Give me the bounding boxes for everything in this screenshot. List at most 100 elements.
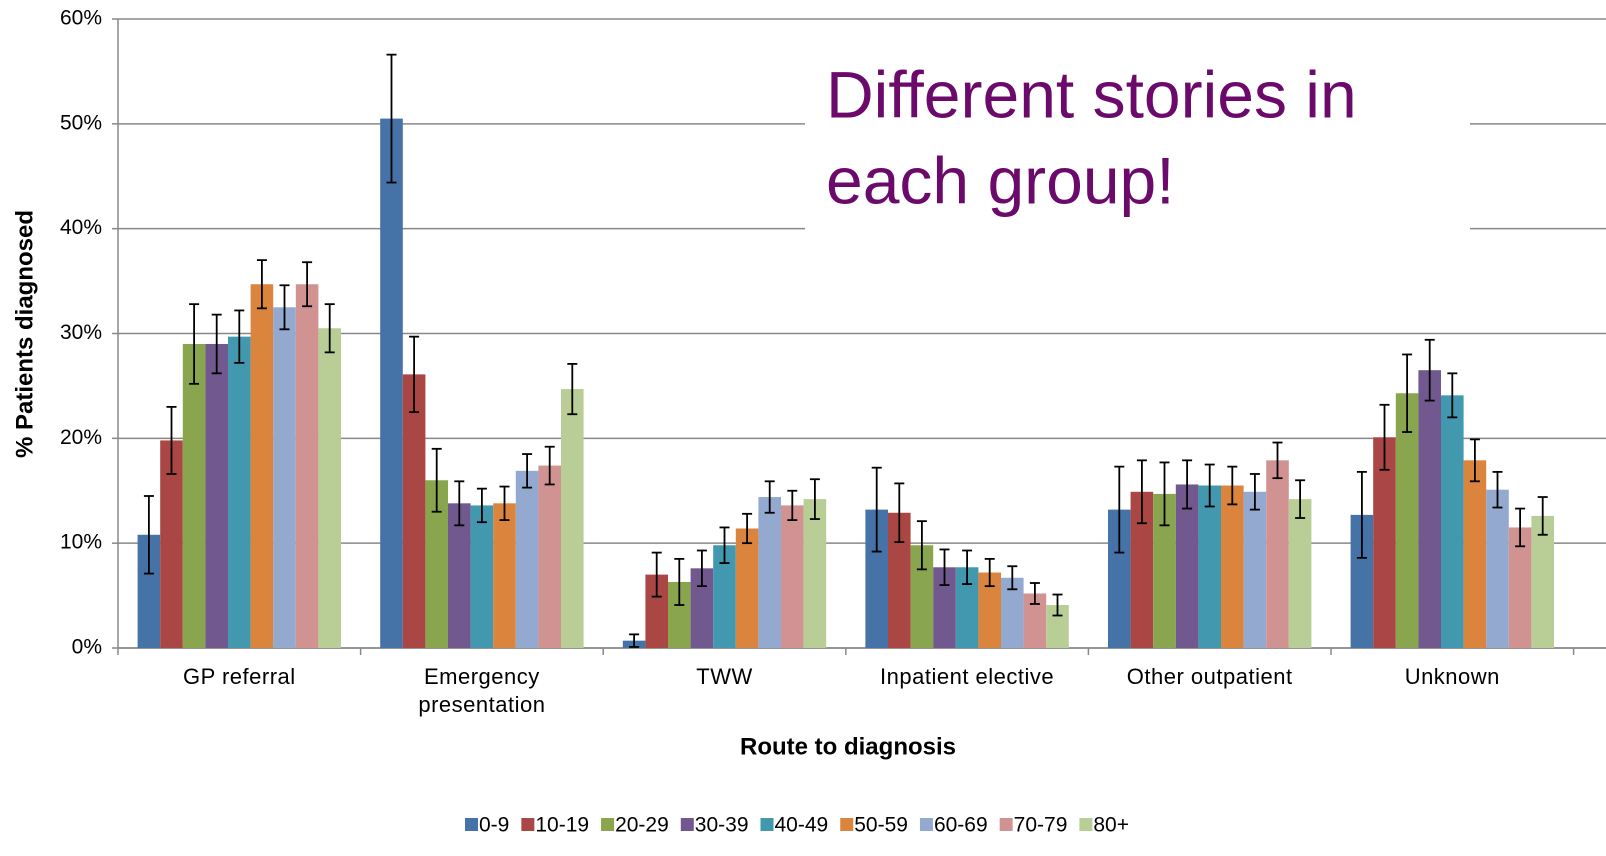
bar bbox=[295, 284, 319, 648]
x-tick-label: Inpatient elective bbox=[880, 664, 1055, 689]
error-bar bbox=[211, 313, 222, 375]
bar bbox=[425, 480, 448, 648]
legend-label: 50-59 bbox=[854, 814, 908, 837]
error-bar bbox=[629, 633, 640, 648]
annotation-box bbox=[805, 58, 1470, 233]
y-tick-label: 60% bbox=[60, 7, 102, 30]
legend-swatch bbox=[760, 818, 774, 831]
error-bar bbox=[1136, 459, 1147, 525]
error-bar bbox=[166, 405, 177, 475]
error-bar bbox=[143, 495, 154, 575]
legend-label: 80+ bbox=[1093, 814, 1129, 837]
bar bbox=[1046, 605, 1069, 648]
annotation: Different stories in bbox=[826, 57, 1357, 131]
x-tick-label: Other outpatient bbox=[1126, 664, 1293, 689]
legend-swatch bbox=[601, 818, 615, 831]
error-bar bbox=[1007, 565, 1018, 591]
bar bbox=[493, 503, 516, 648]
bar bbox=[137, 534, 161, 648]
bar bbox=[205, 343, 228, 648]
error-bar bbox=[1204, 463, 1215, 508]
bar bbox=[1418, 370, 1441, 648]
bar bbox=[645, 574, 668, 648]
legend-label: 10-19 bbox=[535, 814, 589, 837]
error-bar bbox=[939, 548, 950, 586]
error-bar bbox=[234, 309, 245, 364]
bar bbox=[1108, 509, 1131, 648]
bar bbox=[955, 567, 979, 648]
bar bbox=[1508, 527, 1532, 648]
error-bar bbox=[1515, 507, 1526, 548]
bar bbox=[910, 545, 934, 648]
error-bar bbox=[674, 557, 685, 606]
error-bar bbox=[522, 453, 533, 489]
error-bar bbox=[719, 526, 730, 564]
bar bbox=[1288, 499, 1312, 648]
error-bar bbox=[1492, 470, 1503, 509]
bar bbox=[1463, 460, 1487, 648]
x-tick-label: Emergency presentation bbox=[418, 664, 546, 717]
error-bar bbox=[696, 549, 707, 588]
error-bar bbox=[567, 363, 578, 416]
bar bbox=[380, 118, 403, 648]
legend-label: 60-69 bbox=[934, 814, 988, 837]
y-tick-label: 0% bbox=[72, 636, 102, 659]
legend-swatch bbox=[680, 818, 694, 831]
legend-swatch bbox=[840, 818, 854, 831]
y-tick-label: 50% bbox=[60, 111, 102, 134]
error-bar bbox=[962, 549, 973, 585]
bar bbox=[182, 343, 206, 648]
bar bbox=[318, 328, 341, 648]
error-bar bbox=[324, 303, 335, 354]
error-bar bbox=[409, 335, 420, 414]
error-bar bbox=[1537, 496, 1548, 536]
error-bar bbox=[1402, 353, 1413, 433]
bar bbox=[1175, 484, 1199, 648]
bar bbox=[160, 440, 183, 648]
legend-label: 40-49 bbox=[775, 814, 829, 837]
y-tick-label: 10% bbox=[60, 531, 102, 554]
bar bbox=[1395, 393, 1419, 648]
error-bar bbox=[476, 487, 487, 524]
bar bbox=[561, 389, 584, 648]
legend-swatch bbox=[999, 818, 1013, 831]
error-bar bbox=[454, 480, 465, 527]
x-tick-label: GP referral bbox=[182, 664, 296, 689]
error-bar bbox=[871, 466, 882, 553]
error-bar bbox=[1469, 438, 1480, 483]
bar bbox=[402, 374, 426, 648]
bar bbox=[1198, 485, 1221, 648]
bar bbox=[273, 307, 296, 648]
x-tick-label: Unknown bbox=[1404, 664, 1500, 689]
bar bbox=[1130, 491, 1154, 648]
error-bar bbox=[1227, 465, 1238, 506]
bar bbox=[803, 499, 827, 648]
error-bar bbox=[894, 482, 905, 544]
bar bbox=[470, 505, 494, 648]
error-bar bbox=[1159, 461, 1170, 527]
x-axis-title: Route to diagnosis bbox=[740, 733, 956, 760]
bar bbox=[690, 568, 714, 648]
error-bar bbox=[544, 445, 555, 486]
error-bar bbox=[764, 480, 775, 514]
bar bbox=[735, 528, 759, 648]
bar bbox=[1531, 515, 1554, 648]
error-bar bbox=[1052, 593, 1063, 617]
error-bar bbox=[386, 53, 397, 184]
bar bbox=[1350, 514, 1374, 648]
bar bbox=[1441, 395, 1464, 648]
legend: 0-9 10-19 20-29 30-39 40-49 50-59 60-69 70-79 80… bbox=[464, 814, 1129, 837]
error-bar bbox=[499, 485, 510, 522]
error-bar bbox=[787, 489, 798, 522]
error-bar bbox=[1249, 473, 1260, 511]
bar bbox=[865, 509, 888, 648]
error-bar bbox=[279, 284, 290, 331]
error-bar bbox=[189, 303, 200, 385]
legend-label: 70-79 bbox=[1014, 814, 1068, 837]
bar bbox=[933, 567, 956, 648]
bar bbox=[888, 512, 911, 648]
y-tick-label: 20% bbox=[60, 426, 102, 449]
bar bbox=[978, 572, 1001, 648]
annotation: each group! bbox=[826, 143, 1175, 217]
